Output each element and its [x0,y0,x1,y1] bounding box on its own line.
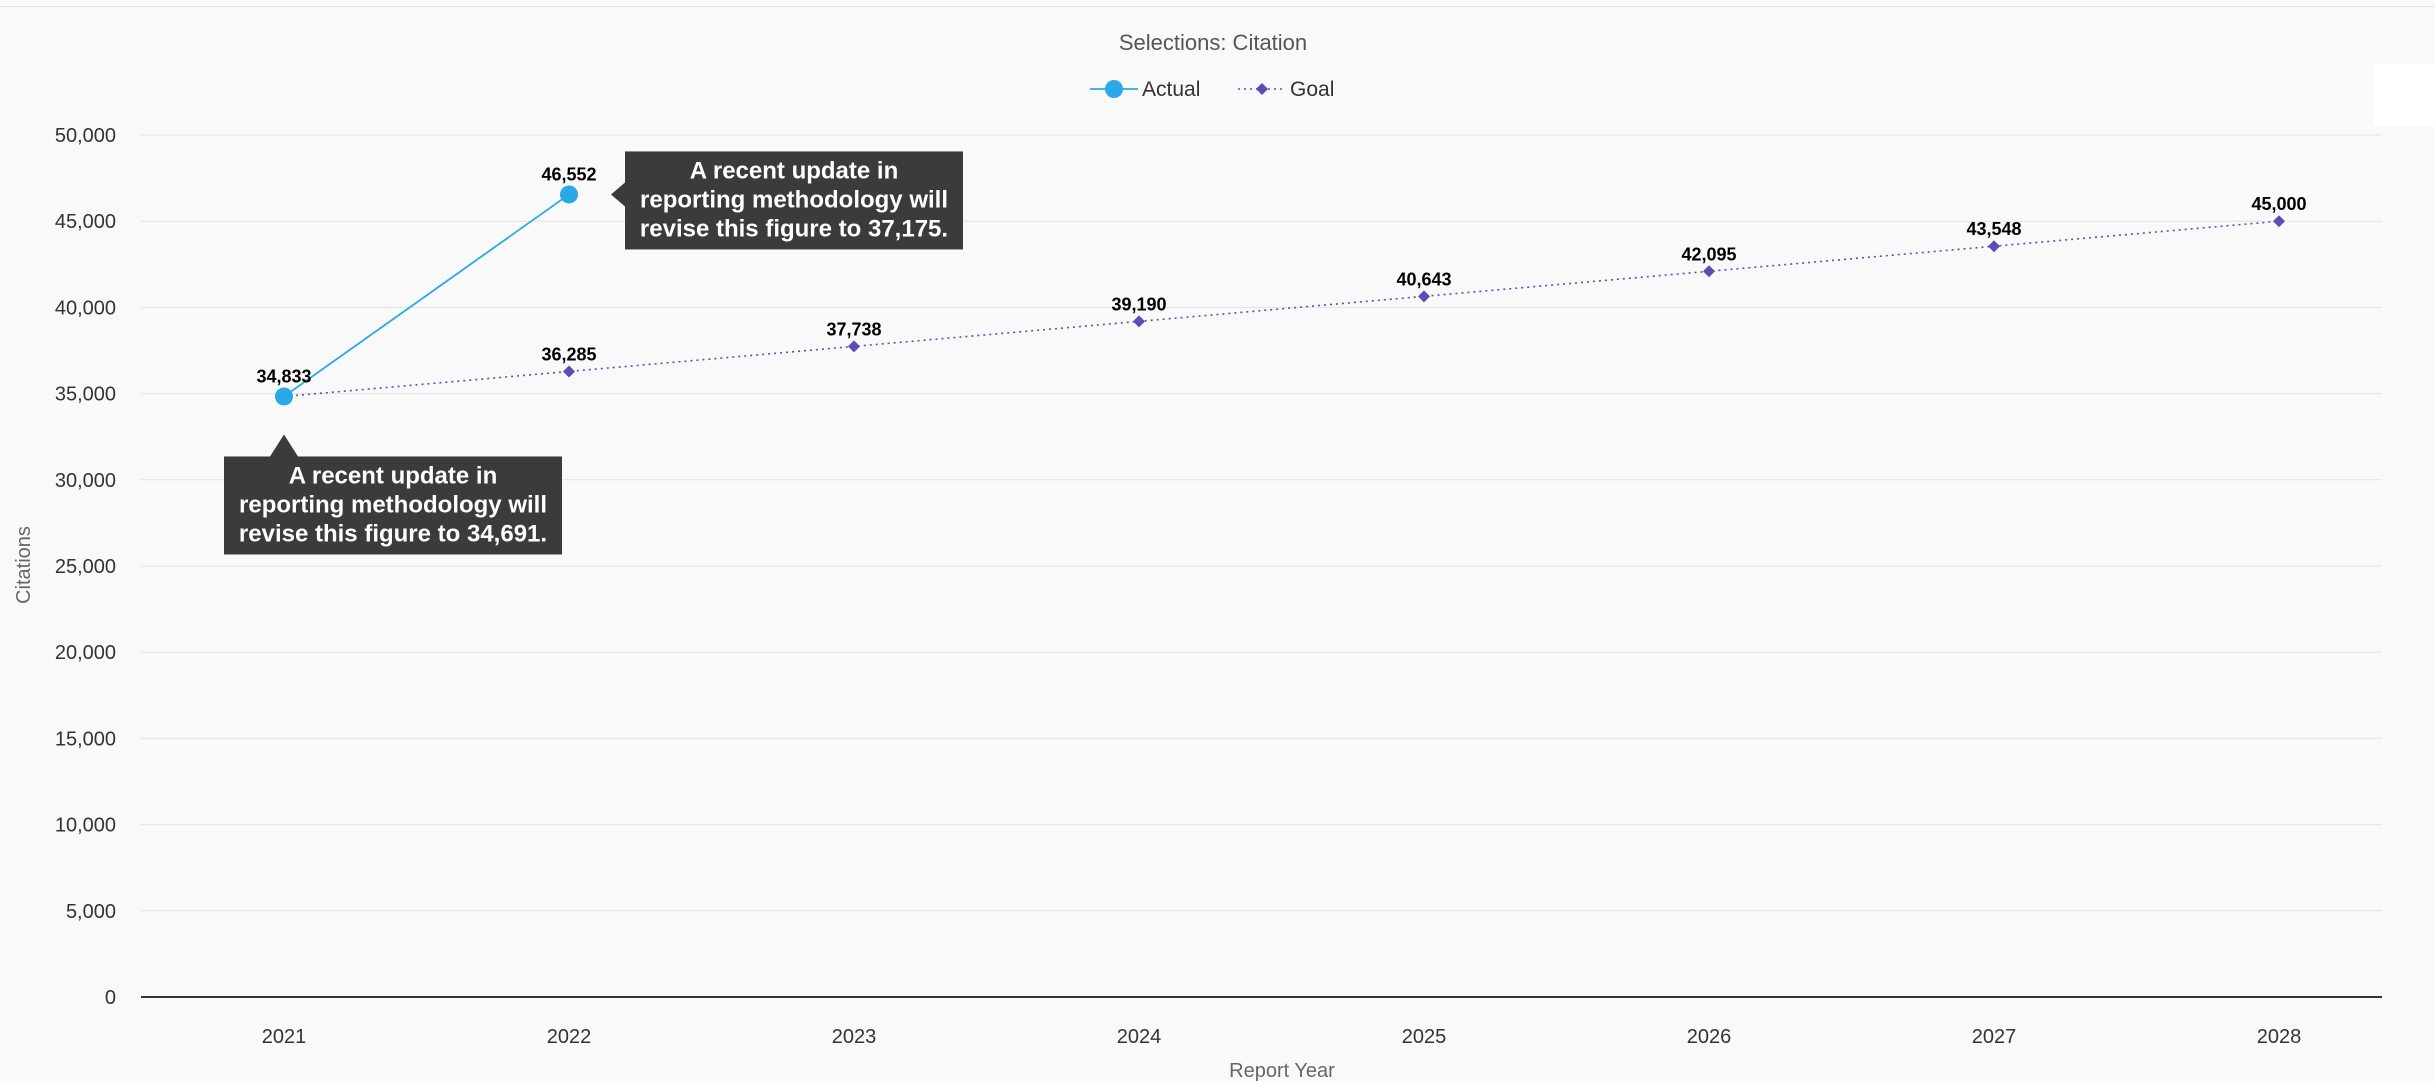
y-axis-title: Citations [13,526,35,604]
annotation-text: A recent update in [690,157,898,184]
x-tick-label: 2023 [832,1026,877,1048]
y-tick-label: 15,000 [55,728,116,750]
y-tick-label: 10,000 [55,815,116,837]
data-label-actual: 34,833 [256,366,311,386]
legend-item-goal: Goal [1238,78,1334,101]
x-tick-label: 2024 [1117,1026,1162,1048]
y-tick-label: 50,000 [55,125,116,147]
y-tick-label: 30,000 [55,470,116,492]
legend-label: Actual [1142,78,1200,101]
data-label-goal: 45,000 [2251,194,2306,214]
annotation-text: revise this figure to 37,175. [640,215,948,242]
x-axis-title: Report Year [1229,1060,1335,1081]
data-label-goal: 39,190 [1111,294,1166,314]
y-tick-label: 25,000 [55,556,116,578]
top-divider [0,6,2435,7]
corner-panel [2373,64,2435,126]
chart-title: Selections: Citation [1119,30,1307,55]
x-tick-label: 2021 [262,1026,307,1048]
data-point-goal [563,365,575,378]
legend-marker [1105,80,1123,98]
annotation-text: A recent update in [289,462,497,489]
y-tick-label: 45,000 [55,211,116,233]
series-line-actual [283,193,570,398]
data-point-goal [848,340,860,353]
annotation-box [625,151,963,250]
x-tick-label: 2028 [2257,1026,2302,1048]
y-tick-label: 40,000 [55,297,116,319]
data-point-goal [2273,215,2285,228]
y-tick-label: 20,000 [55,642,116,664]
data-label-goal: 37,738 [826,319,881,339]
data-point-goal [1988,240,2000,253]
annotation-pointer [611,182,625,207]
x-tick-label: 2027 [1972,1026,2017,1048]
annotation-text: reporting methodology will [239,491,547,518]
y-tick-label: 0 [105,987,116,1009]
data-label-goal: 42,095 [1681,244,1736,264]
data-point-goal [1703,265,1715,278]
data-point-actual [560,185,578,204]
data-label-goal: 40,643 [1396,269,1451,289]
y-tick-label: 5,000 [66,901,116,923]
series-line-goal [283,220,2280,398]
annotation-pointer [270,434,298,457]
data-label-goal: 36,285 [541,344,596,364]
annotation-text: revise this figure to 34,691. [239,520,547,547]
legend-marker [1256,83,1268,95]
annotation-box [224,456,562,555]
x-tick-label: 2026 [1687,1026,1732,1048]
legend-label: Goal [1290,78,1334,101]
data-point-goal [1418,290,1430,303]
data-label-actual: 46,552 [541,164,596,184]
data-label-goal: 43,548 [1966,219,2021,239]
data-point-actual [275,387,293,406]
x-tick-label: 2022 [547,1026,592,1048]
y-tick-label: 35,000 [55,384,116,406]
annotation-text: reporting methodology will [640,186,948,213]
x-tick-label: 2025 [1402,1026,1447,1048]
data-point-goal [1133,315,1145,328]
legend-item-actual: Actual [1090,78,1200,101]
